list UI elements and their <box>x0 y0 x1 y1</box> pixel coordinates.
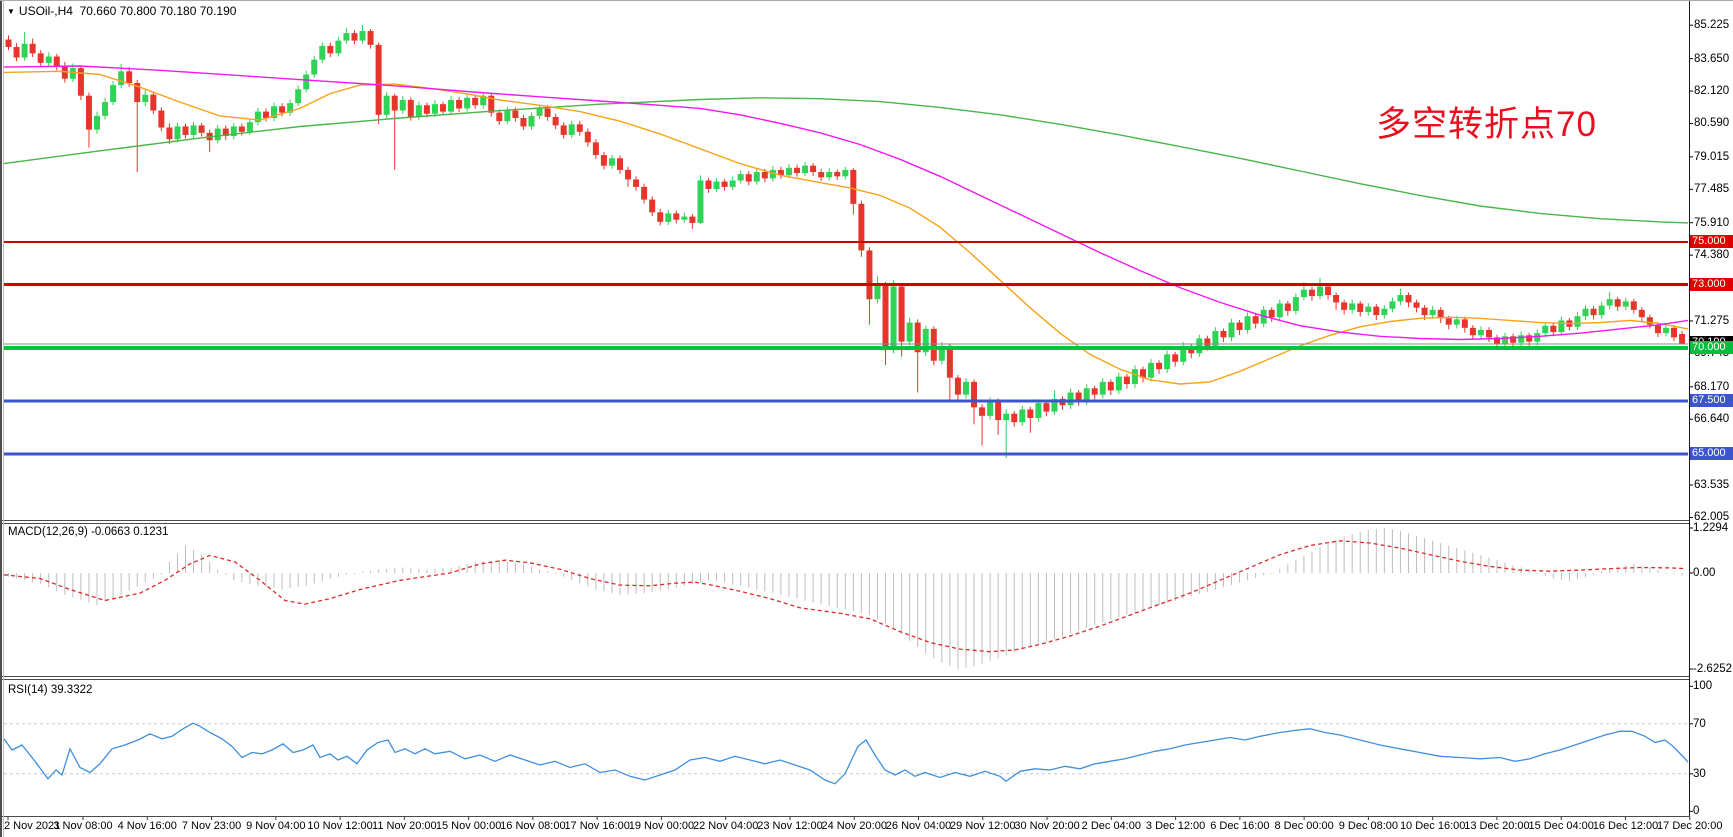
price-badge: 65.000 <box>1690 447 1733 461</box>
window-left-edge-light <box>3 0 4 837</box>
macd-axis-label: 0.00 <box>1693 567 1716 579</box>
price-label: 80.590 <box>1694 117 1730 130</box>
time-label: 8 Dec 00:00 <box>1274 820 1334 832</box>
rsi-axis-label: 100 <box>1693 680 1713 693</box>
rsi-indicator-label: RSI(14) 39.3322 <box>8 684 93 696</box>
time-label: 15 Nov 00:00 <box>435 820 502 832</box>
price-badge: 73.000 <box>1690 277 1733 291</box>
price-label: 63.535 <box>1694 479 1730 492</box>
macd-axis-label: 1.2294 <box>1693 522 1729 534</box>
ma-fast-line <box>3 65 1689 341</box>
panel-separator <box>0 816 1689 817</box>
annotation-text: 多空转折点70 <box>1376 105 1597 144</box>
time-label: 2 Dec 04:00 <box>1081 820 1141 832</box>
window-top-edge <box>0 0 1733 1</box>
price-label: 75.910 <box>1694 216 1730 229</box>
price-badge: 70.000 <box>1690 341 1733 355</box>
ma-mid-line <box>3 70 1689 385</box>
time-label: 11 Nov 20:00 <box>372 820 437 832</box>
time-label: 6 Dec 16:00 <box>1210 820 1270 832</box>
time-label: 10 Nov 12:00 <box>307 820 373 832</box>
price-label: 85.225 <box>1694 19 1730 32</box>
time-label: 22 Nov 04:00 <box>692 820 759 832</box>
window-left-edge <box>0 0 2 837</box>
time-label: 17 Dec 20:00 <box>1657 820 1723 832</box>
time-label: 17 Nov 16:00 <box>564 820 630 832</box>
time-label: 13 Dec 20:00 <box>1464 820 1530 832</box>
time-label: 10 Dec 16:00 <box>1399 820 1466 832</box>
chevron-down-icon[interactable]: ▼ <box>7 7 15 16</box>
panel-separator <box>0 520 1689 521</box>
time-label: 30 Nov 20:00 <box>1014 820 1080 832</box>
hlines-layer <box>4 240 1688 456</box>
price-label: 68.170 <box>1694 380 1730 393</box>
macd-hist-layer <box>8 527 1683 669</box>
symbol-header: ▼ USOil-,H4 70.660 70.800 70.180 70.190 <box>7 4 236 18</box>
price-badge: 67.500 <box>1690 394 1733 408</box>
price-label: 62.005 <box>1694 511 1730 524</box>
time-label: 15 Dec 04:00 <box>1528 820 1594 832</box>
price-label: 77.485 <box>1694 183 1730 196</box>
time-label: 3 Nov 08:00 <box>53 820 113 832</box>
time-label: 7 Nov 23:00 <box>181 820 242 832</box>
time-label: 23 Nov 12:00 <box>757 820 823 832</box>
ohlc-readout: 70.660 70.800 70.180 70.190 <box>79 4 237 18</box>
rsi-axis-label: 30 <box>1693 767 1706 780</box>
time-label: 4 Nov 16:00 <box>117 820 177 832</box>
ma-slow-line <box>3 97 1689 224</box>
time-label: 9 Dec 08:00 <box>1338 820 1399 832</box>
panel-separator <box>0 676 1689 677</box>
time-label: 19 Nov 00:00 <box>628 820 695 832</box>
time-label: 29 Nov 12:00 <box>950 820 1016 832</box>
price-label: 83.650 <box>1694 52 1730 65</box>
time-label: 2 Nov 2021 <box>4 820 61 832</box>
candles-layer <box>5 25 1686 459</box>
macd-signal-line <box>3 540 1687 653</box>
price-label: 74.380 <box>1694 249 1730 262</box>
price-label: 66.640 <box>1694 413 1730 426</box>
price-label: 82.120 <box>1694 85 1730 98</box>
time-label: 24 Nov 20:00 <box>821 820 887 832</box>
time-label: 3 Dec 12:00 <box>1145 820 1206 832</box>
panel-separator <box>0 679 1689 680</box>
rsi-line <box>3 722 1689 785</box>
symbol-label: USOil-,H4 <box>18 4 73 18</box>
macd-indicator-label: MACD(12,26,9) -0.0663 0.1231 <box>8 526 169 538</box>
macd-axis-label: -2.6252 <box>1693 663 1733 676</box>
time-label: 26 Nov 04:00 <box>885 820 952 832</box>
price-label: 71.275 <box>1694 314 1730 327</box>
time-label: 16 Dec 12:00 <box>1592 820 1659 832</box>
rsi-axis-label: 0 <box>1693 805 1700 818</box>
price-axis-border <box>1689 0 1690 816</box>
price-badge: 75.000 <box>1690 235 1733 249</box>
time-label: 9 Nov 04:00 <box>246 820 306 832</box>
panel-separator <box>0 523 1689 524</box>
rsi-axis-label: 70 <box>1693 717 1706 730</box>
time-label: 16 Nov 08:00 <box>500 820 566 832</box>
price-label: 79.015 <box>1694 150 1730 163</box>
